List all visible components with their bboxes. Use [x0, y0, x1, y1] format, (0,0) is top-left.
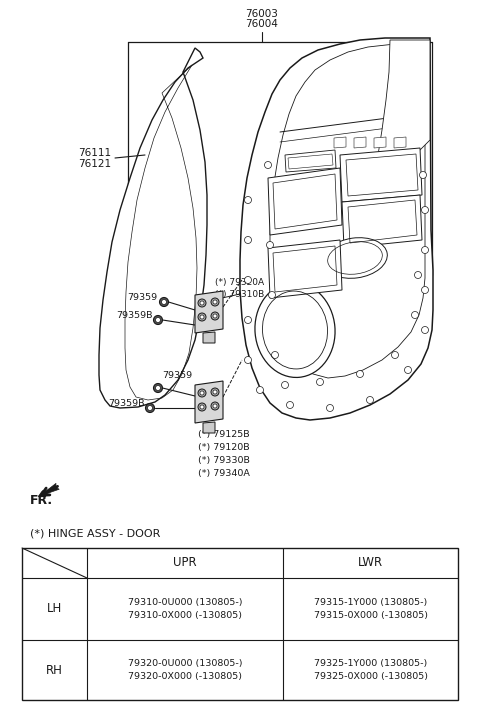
Circle shape	[198, 389, 206, 397]
Circle shape	[156, 318, 160, 322]
Circle shape	[244, 277, 252, 284]
Text: (*) 79330B: (*) 79330B	[198, 456, 250, 465]
Text: 79359B: 79359B	[116, 311, 153, 320]
Polygon shape	[342, 195, 422, 248]
Circle shape	[213, 300, 217, 304]
Text: (*) 79340A: (*) 79340A	[198, 469, 250, 478]
Polygon shape	[240, 38, 433, 420]
Circle shape	[281, 382, 288, 389]
Circle shape	[392, 351, 398, 358]
Circle shape	[145, 403, 155, 413]
Circle shape	[244, 237, 252, 244]
Circle shape	[421, 327, 429, 334]
Circle shape	[266, 241, 274, 249]
Circle shape	[200, 315, 204, 319]
Circle shape	[421, 206, 429, 213]
Circle shape	[211, 312, 219, 320]
Circle shape	[198, 403, 206, 411]
Circle shape	[154, 315, 163, 325]
Text: 79325-1Y000 (130805-)
79325-0X000 (-130805): 79325-1Y000 (130805-) 79325-0X000 (-1308…	[313, 659, 428, 681]
Text: LH: LH	[47, 603, 62, 615]
Circle shape	[213, 404, 217, 408]
Circle shape	[264, 161, 272, 168]
Text: (*) 79320A: (*) 79320A	[215, 278, 264, 287]
Text: 76111: 76111	[78, 148, 111, 158]
Text: 79359: 79359	[127, 292, 157, 301]
Circle shape	[367, 396, 373, 403]
Circle shape	[147, 406, 153, 410]
Text: 79359B: 79359B	[108, 399, 144, 408]
Polygon shape	[354, 137, 366, 148]
Circle shape	[421, 287, 429, 294]
Polygon shape	[268, 240, 342, 298]
Polygon shape	[285, 150, 336, 172]
Polygon shape	[203, 332, 215, 343]
Circle shape	[211, 388, 219, 396]
Circle shape	[415, 272, 421, 279]
Circle shape	[198, 313, 206, 321]
Polygon shape	[203, 422, 215, 433]
Circle shape	[198, 299, 206, 307]
Circle shape	[161, 299, 167, 305]
Text: (*) 79310B: (*) 79310B	[215, 290, 264, 299]
Text: 76121: 76121	[78, 159, 111, 169]
Circle shape	[200, 405, 204, 409]
Circle shape	[154, 384, 163, 393]
Polygon shape	[394, 137, 406, 148]
Polygon shape	[334, 137, 346, 148]
Polygon shape	[268, 168, 342, 235]
Polygon shape	[195, 291, 223, 333]
Circle shape	[156, 386, 160, 391]
Circle shape	[357, 370, 363, 377]
Circle shape	[316, 379, 324, 386]
Circle shape	[421, 246, 429, 253]
Circle shape	[159, 298, 168, 306]
Circle shape	[268, 291, 276, 298]
Text: LWR: LWR	[358, 556, 383, 570]
Text: 79359: 79359	[162, 370, 192, 379]
Circle shape	[211, 402, 219, 410]
Text: (*) HINGE ASSY - DOOR: (*) HINGE ASSY - DOOR	[30, 528, 160, 538]
Polygon shape	[374, 137, 386, 148]
Bar	[22, 548, 458, 700]
Ellipse shape	[255, 282, 335, 377]
Text: 79320-0U000 (130805-)
79320-0X000 (-130805): 79320-0U000 (130805-) 79320-0X000 (-1308…	[128, 659, 242, 681]
Circle shape	[420, 172, 427, 179]
Text: (*) 79120B: (*) 79120B	[198, 443, 250, 452]
Circle shape	[200, 391, 204, 395]
Circle shape	[244, 356, 252, 363]
Ellipse shape	[323, 238, 387, 278]
Circle shape	[272, 351, 278, 358]
Text: 79310-0U000 (130805-)
79310-0X000 (-130805): 79310-0U000 (130805-) 79310-0X000 (-1308…	[128, 598, 242, 620]
Text: FR.: FR.	[30, 494, 53, 507]
Circle shape	[213, 314, 217, 318]
Text: 76004: 76004	[246, 19, 278, 29]
Text: 79315-1Y000 (130805-)
79315-0X000 (-130805): 79315-1Y000 (130805-) 79315-0X000 (-1308…	[313, 598, 428, 620]
Polygon shape	[195, 381, 223, 423]
Circle shape	[326, 405, 334, 412]
Circle shape	[200, 301, 204, 305]
Polygon shape	[99, 48, 207, 408]
Text: UPR: UPR	[173, 556, 197, 570]
Circle shape	[213, 390, 217, 394]
Text: 76003: 76003	[246, 9, 278, 19]
Circle shape	[411, 311, 419, 318]
Circle shape	[405, 367, 411, 374]
Circle shape	[211, 298, 219, 306]
Circle shape	[244, 317, 252, 324]
Circle shape	[256, 386, 264, 394]
Polygon shape	[340, 148, 422, 202]
Circle shape	[287, 401, 293, 408]
Text: RH: RH	[46, 663, 63, 677]
Polygon shape	[378, 40, 430, 170]
Text: (*) 79125B: (*) 79125B	[198, 430, 250, 439]
Circle shape	[244, 196, 252, 203]
